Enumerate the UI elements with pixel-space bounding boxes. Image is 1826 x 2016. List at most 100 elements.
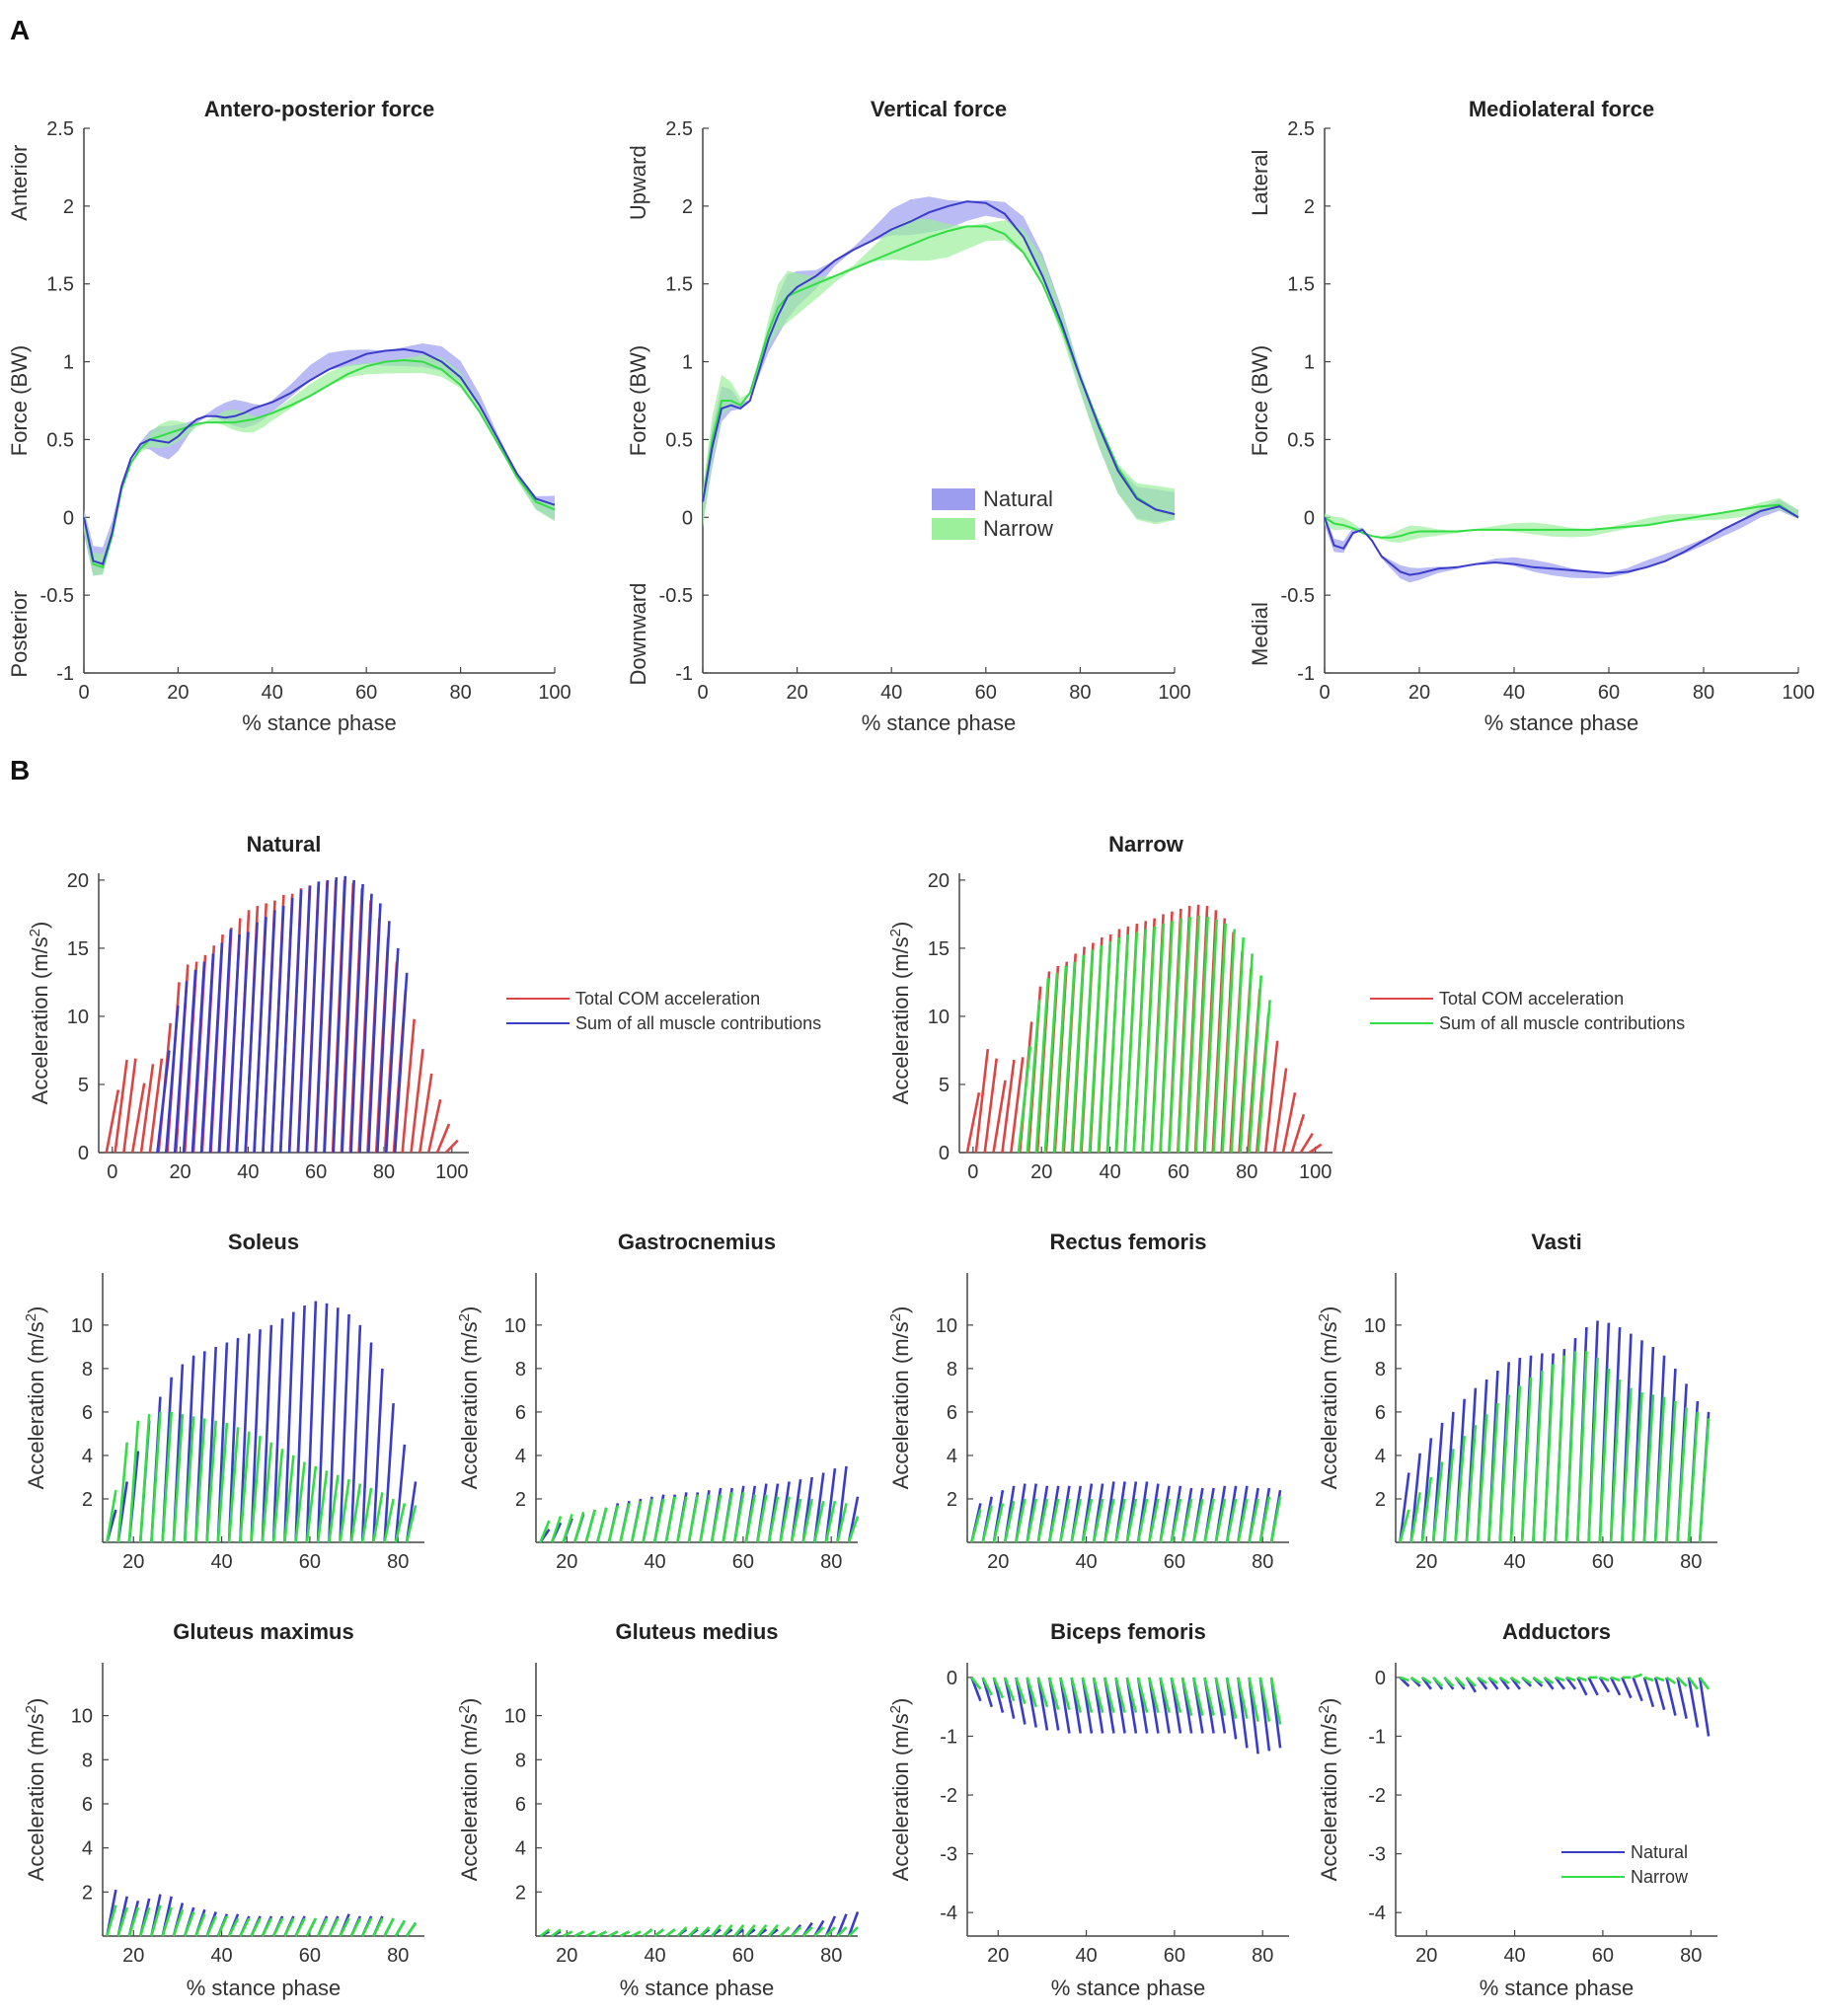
bar-sum-of-all-muscle-contributions	[1212, 924, 1227, 1154]
line-natural	[702, 200, 1176, 516]
bar-sum-of-all-muscle-contributions	[173, 981, 189, 1154]
y-tick-label: 4	[515, 1446, 526, 1467]
bar-narrow	[1015, 1677, 1027, 1705]
bar-narrow	[619, 1503, 631, 1543]
bar-narrow	[261, 1917, 273, 1937]
bar-narrow	[1653, 1396, 1666, 1543]
bar-sum-of-all-muscle-contributions	[1043, 972, 1059, 1154]
bar-narrow	[1699, 1677, 1711, 1690]
bar-narrow	[710, 1494, 723, 1543]
bar-natural	[1642, 1677, 1655, 1708]
y-tick-label: 10	[67, 1007, 89, 1028]
bar-narrow	[848, 1926, 859, 1937]
bar-narrow	[1015, 1498, 1027, 1543]
x-tick-label: 80	[373, 1161, 395, 1183]
y-tick-label: 10	[71, 1315, 93, 1337]
bar-narrow	[1026, 1677, 1037, 1708]
bar-total-com-acceleration	[410, 1048, 424, 1154]
bar-sum-of-all-muscle-contributions	[358, 893, 373, 1154]
x-tick-label: 40	[1099, 1161, 1120, 1183]
bar-narrow	[239, 1431, 251, 1543]
bar-narrow	[1114, 1677, 1126, 1713]
bar-narrow	[328, 1917, 340, 1937]
line-natural	[1324, 505, 1799, 576]
bar-narrow	[1269, 1677, 1282, 1725]
bar-narrow	[1114, 1498, 1126, 1543]
y-tick-label: 1.5	[1287, 274, 1315, 296]
bar-narrow	[1092, 1498, 1104, 1543]
bar-narrow	[406, 1921, 418, 1937]
x-tick-label: 20	[1030, 1161, 1052, 1183]
y-tick-label: 2	[515, 1882, 526, 1904]
bar-narrow	[116, 1906, 128, 1937]
x-tick-label: 60	[1164, 1945, 1185, 1967]
bar-narrow	[1225, 1498, 1238, 1543]
bar-narrow	[283, 1917, 295, 1937]
y-tick-label: 2	[82, 1882, 93, 1904]
y-tick-label: -4	[940, 1903, 957, 1924]
bar-narrow	[722, 1923, 733, 1937]
bar-total-com-acceleration	[418, 1073, 433, 1154]
chart-title: Narrow	[1108, 832, 1184, 857]
bar-narrow	[1248, 1498, 1259, 1543]
bar-narrow	[756, 1494, 768, 1543]
y-tick-label: 10	[928, 1007, 950, 1028]
bar-narrow	[1476, 1414, 1488, 1543]
bar-sum-of-all-muscle-contributions	[314, 879, 330, 1154]
bar-narrow	[106, 1489, 117, 1543]
bar-narrow	[360, 1917, 373, 1937]
bar-sum-of-all-muscle-contributions	[190, 961, 206, 1154]
bar-sum-of-all-muscle-contributions	[287, 889, 303, 1154]
x-tick-label: 0	[78, 682, 89, 704]
y-tick-label: 10	[1364, 1315, 1386, 1337]
bar-narrow	[1125, 1498, 1138, 1543]
bar-sum-of-all-muscle-contributions	[253, 917, 267, 1154]
y-tick-label: -1	[56, 663, 74, 685]
bar-total-com-acceleration	[444, 1139, 459, 1154]
bar-sum-of-all-muscle-contributions	[1070, 954, 1086, 1154]
bar-natural	[836, 1465, 848, 1543]
bar-sum-of-all-muscle-contributions	[1017, 1046, 1032, 1154]
bar-narrow	[1180, 1677, 1193, 1716]
y-axis-label: Acceleration (m/s2)	[1316, 1307, 1341, 1490]
bar-narrow	[172, 1908, 185, 1937]
x-tick-label: 60	[975, 682, 997, 704]
bar-narrow	[1203, 1677, 1215, 1716]
bar-narrow	[1498, 1676, 1510, 1684]
bar-narrow	[1587, 1357, 1599, 1543]
bar-narrow	[194, 1913, 206, 1937]
y-tick-label: 0.5	[665, 429, 693, 451]
x-tick-label: 60	[299, 1551, 321, 1573]
x-tick-label: 0	[697, 682, 708, 704]
bar-narrow	[801, 1498, 813, 1543]
y-tick-label: 8	[515, 1750, 526, 1771]
bar-narrow	[239, 1917, 251, 1937]
bar-narrow	[1576, 1351, 1588, 1543]
bar-total-com-acceleration	[1272, 1068, 1288, 1154]
x-tick-label: 40	[880, 682, 902, 704]
bar-sum-of-all-muscle-contributions	[1026, 1000, 1041, 1154]
y-tick-label: 2	[515, 1489, 526, 1511]
y-axis-label: Acceleration (m/s2)	[1316, 1698, 1341, 1882]
y-tick-label: 2	[82, 1489, 93, 1511]
y-tick-label: 8	[82, 1359, 93, 1381]
bar-natural	[305, 1301, 318, 1543]
y-tick-label: 8	[947, 1359, 957, 1381]
chart-gmed: Gluteus medius 2 4 6 8 10 20 40 60 80 Acceleration…	[456, 1619, 860, 2000]
bar-narrow	[1248, 1677, 1259, 1722]
legend-label-1: Narrow	[1631, 1867, 1689, 1887]
x-tick-label: 20	[1415, 1945, 1437, 1967]
x-tick-label: 20	[987, 1551, 1009, 1573]
bar-narrow	[981, 1677, 993, 1696]
x-tick-label: 60	[305, 1161, 327, 1183]
y-tick-label: 4	[947, 1446, 957, 1467]
bar-natural	[1632, 1677, 1643, 1702]
bar-narrow	[631, 1930, 642, 1938]
x-tick-label: 40	[644, 1945, 665, 1967]
bar-sum-of-all-muscle-contributions	[1177, 917, 1191, 1154]
bar-narrow	[1258, 1677, 1271, 1722]
bar-sum-of-all-muscle-contributions	[262, 910, 276, 1154]
y-axis-label: Acceleration (m/s2)	[27, 922, 52, 1105]
bar-narrow	[116, 1442, 128, 1543]
x-tick-label: 20	[1408, 682, 1430, 704]
